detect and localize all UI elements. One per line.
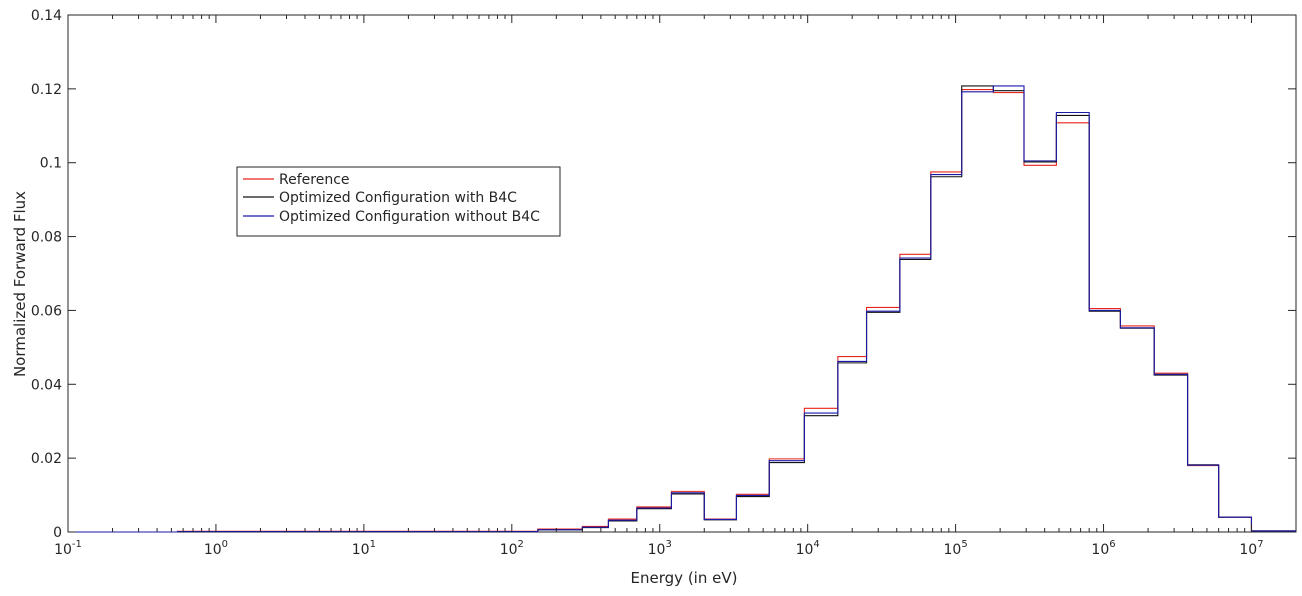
x-tick-label: 102 [500, 539, 524, 558]
x-tick-label: 105 [943, 539, 967, 558]
y-tick-label: 0.04 [31, 377, 62, 393]
x-tick-label: 103 [648, 539, 672, 558]
x-axis-label: Energy (in eV) [631, 569, 738, 587]
y-tick-label: 0.06 [31, 303, 62, 319]
x-tick-label: 101 [352, 539, 376, 558]
y-tick-label: 0 [53, 525, 62, 541]
y-tick-label: 0.12 [31, 82, 62, 98]
legend-label-reference: Reference [279, 172, 350, 188]
legend-box [236, 166, 561, 237]
legend-label-with-b4c: Optimized Configuration with B4C [279, 190, 517, 206]
y-tick-label: 0.02 [31, 451, 62, 467]
y-tick-label: 0.1 [40, 156, 62, 172]
y-tick-label: 0.14 [31, 8, 62, 24]
x-tick-label: 10-1 [54, 539, 82, 558]
x-tick-label: 107 [1239, 539, 1263, 558]
x-tick-label: 104 [796, 539, 820, 558]
legend-entry-with-b4c: Optimized Configuration with B4C [243, 190, 517, 206]
plot-area [67, 14, 1297, 533]
series-line-0 [68, 89, 1296, 533]
x-tick-label: 106 [1091, 539, 1115, 558]
x-tick-label: 100 [204, 539, 228, 558]
legend-label-without-b4c: Optimized Configuration without B4C [279, 209, 540, 225]
y-axis-label: Normalized Forward Flux [11, 191, 29, 377]
legend: Reference Optimized Configuration with B… [236, 166, 561, 237]
series-line-2 [68, 85, 1296, 533]
legend-entry-without-b4c: Optimized Configuration without B4C [243, 209, 540, 225]
y-tick-label: 0.08 [31, 230, 62, 246]
legend-entry-reference: Reference [243, 172, 350, 188]
